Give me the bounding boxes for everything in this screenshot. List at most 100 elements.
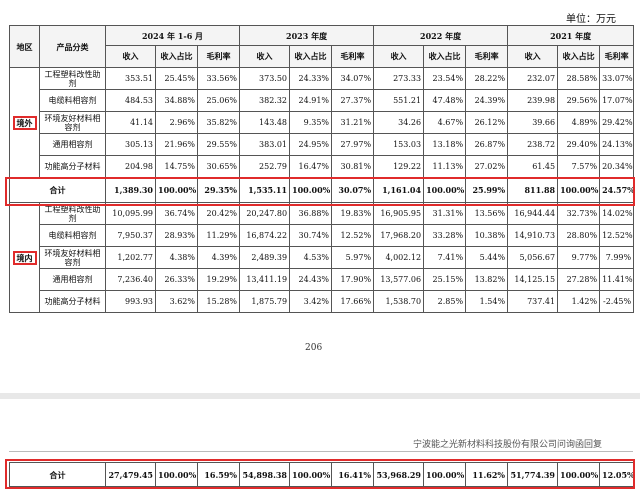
period-header: 2023 年度 — [239, 25, 375, 46]
value-cell: 13,411.19 — [239, 268, 291, 291]
metric-header: 收入 — [507, 45, 559, 68]
value-cell: 7,950.37 — [105, 224, 156, 247]
total-value-cell: 100.00% — [289, 177, 333, 203]
value-cell: 13.56% — [465, 202, 509, 225]
table-row: 环境友好材料相容剂 41.14 2.96% 35.82% 143.48 9.35% 31.2… — [10, 111, 635, 134]
value-cell: 16.47% — [289, 155, 333, 178]
value-cell: 34.26 — [373, 111, 425, 134]
value-cell: 29.56% — [557, 89, 601, 112]
value-cell: 204.98 — [105, 155, 156, 178]
value-cell: 25.45% — [155, 67, 198, 90]
value-cell: 19.83% — [331, 202, 375, 225]
value-cell: 382.32 — [239, 89, 291, 112]
value-cell: 14,910.73 — [507, 224, 559, 247]
value-cell: 7.57% — [557, 155, 601, 178]
metric-header: 收入占比 — [155, 45, 198, 68]
value-cell: 305.13 — [105, 133, 156, 156]
metric-header: 收入 — [239, 45, 291, 68]
value-cell: 15.28% — [196, 290, 241, 313]
value-cell: 28.80% — [557, 224, 601, 247]
value-cell: 29.55% — [196, 133, 241, 156]
value-cell: 26.87% — [465, 133, 509, 156]
value-cell: 353.51 — [105, 67, 156, 90]
grand-total-table: 合计 27,479.45 100.00% 16.59% 54,898.38 100.00%… — [9, 462, 634, 487]
category-header: 产品分类 — [39, 25, 106, 68]
table-row: 功能高分子材料 204.98 14.75% 30.65% 252.79 16.47% 30.… — [10, 155, 635, 178]
total-value-cell: 100.00% — [557, 177, 601, 203]
category-cell: 通用相容剂 — [39, 268, 106, 291]
domestic-region-cell: 境内 — [9, 202, 40, 313]
table-row: 环境友好材料相容剂 1,202.77 4.38% 4.39% 2,489.39 4.53%… — [10, 246, 635, 269]
value-cell: 737.41 — [507, 290, 559, 313]
category-cell: 环境友好材料相容剂 — [39, 111, 106, 134]
category-cell: 电缆料相容剂 — [39, 89, 106, 112]
value-cell: 29.40% — [557, 133, 601, 156]
table-row: 功能高分子材料 993.93 3.62% 15.28% 1,875.79 3.42% 17.… — [10, 290, 635, 313]
total-label: 合计 — [9, 177, 106, 203]
revenue-table: 地区 产品分类 2024 年 1-6 月 2023 年度 2022 年度 2021 年度收… — [9, 25, 635, 313]
value-cell: 26.12% — [465, 111, 509, 134]
value-cell: 373.50 — [239, 67, 291, 90]
period-header: 2024 年 1-6 月 — [104, 25, 241, 46]
category-cell: 通用相容剂 — [39, 133, 106, 156]
total-value-cell: 811.88 — [507, 177, 559, 203]
total-value-cell: 1,535.11 — [239, 177, 291, 203]
value-cell: 2.96% — [155, 111, 198, 134]
value-cell: 30.74% — [289, 224, 333, 247]
total-value-cell: 25.99% — [465, 177, 509, 203]
value-cell: 129.22 — [373, 155, 425, 178]
table-row: 通用相容剂 7,236.40 26.33% 19.29% 13,411.19 24.43%… — [10, 268, 635, 291]
value-cell: 32.73% — [557, 202, 601, 225]
value-cell: 1.42% — [557, 290, 601, 313]
value-cell: 4.53% — [289, 246, 333, 269]
grand-total-value-cell: 11.62% — [465, 462, 508, 487]
value-cell: 1,202.77 — [105, 246, 156, 269]
value-cell: 12.52% — [331, 224, 375, 247]
grand-total-value-cell: 100.00% — [557, 462, 600, 487]
value-cell: 2.85% — [423, 290, 467, 313]
value-cell: 383.01 — [239, 133, 291, 156]
overseas-total-row: 合计 1,389.30 100.00% 29.35% 1,535.11 100.00% 30… — [9, 177, 635, 203]
table-row: 电缆料相容剂 484.53 34.88% 25.06% 382.32 24.91% 27.3… — [10, 89, 635, 112]
value-cell: 31.21% — [331, 111, 375, 134]
value-cell: 20.42% — [196, 202, 241, 225]
category-cell: 工程塑料改性助剂 — [39, 67, 106, 90]
metric-header: 毛利率 — [331, 45, 375, 68]
value-cell: 27.37% — [331, 89, 375, 112]
value-cell: 31.31% — [423, 202, 467, 225]
value-cell: 33.56% — [196, 67, 241, 90]
value-cell: 36.88% — [289, 202, 333, 225]
table-row: 通用相容剂 305.13 21.96% 29.55% 383.01 24.95% 27.97… — [10, 133, 635, 156]
value-cell: -2.45% — [599, 290, 635, 313]
value-cell: 19.29% — [196, 268, 241, 291]
value-cell: 239.98 — [507, 89, 559, 112]
value-cell: 47.48% — [423, 89, 467, 112]
value-cell: 17.66% — [331, 290, 375, 313]
value-cell: 1,875.79 — [239, 290, 291, 313]
value-cell: 484.53 — [105, 89, 156, 112]
page-number: 206 — [305, 343, 323, 353]
value-cell: 13,577.06 — [373, 268, 425, 291]
metric-header: 毛利率 — [599, 45, 635, 68]
grand-total-value-cell: 54,898.38 — [239, 462, 290, 487]
category-cell: 功能高分子材料 — [39, 290, 106, 313]
value-cell: 232.07 — [507, 67, 559, 90]
total-value-cell: 29.35% — [196, 177, 241, 203]
value-cell: 7,236.40 — [105, 268, 156, 291]
footer-rule — [9, 451, 633, 452]
unit-label: 单位：万元 — [566, 14, 616, 25]
value-cell: 21.96% — [155, 133, 198, 156]
value-cell: 5.97% — [331, 246, 375, 269]
company-footer: 宁波能之光新材料科技股份有限公司问询函回复 — [413, 440, 603, 450]
value-cell: 24.91% — [289, 89, 333, 112]
value-cell: 34.88% — [155, 89, 198, 112]
value-cell: 143.48 — [239, 111, 291, 134]
value-cell: 30.81% — [331, 155, 375, 178]
grand-total-value-cell: 53,968.29 — [373, 462, 424, 487]
value-cell: 34.07% — [331, 67, 375, 90]
value-cell: 26.33% — [155, 268, 198, 291]
grand-total-label: 合计 — [9, 462, 106, 487]
value-cell: 29.42% — [599, 111, 635, 134]
grand-total-value-cell: 16.41% — [331, 462, 374, 487]
value-cell: 4.67% — [423, 111, 467, 134]
